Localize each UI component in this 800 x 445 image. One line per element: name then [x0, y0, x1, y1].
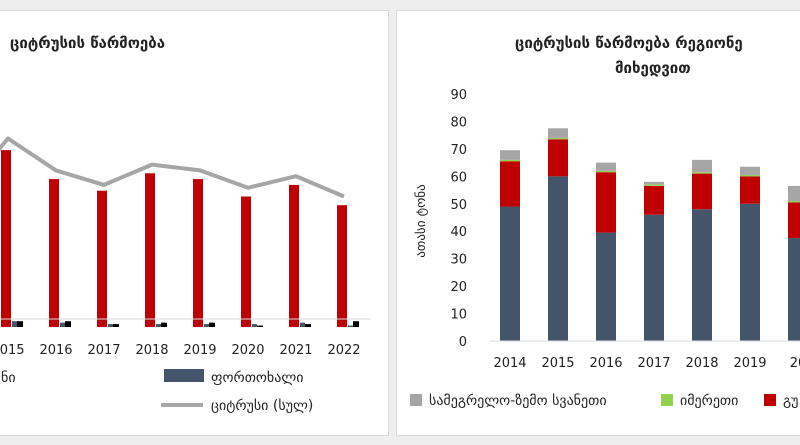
citrus-by-region-chart: ციტრუსის წარმოება რეგიონე მიხედვით ათასი…	[410, 34, 800, 409]
y-tick-60: 60	[450, 170, 467, 185]
legend-swatch-imereti	[661, 394, 673, 406]
x-tick-2017: 2017	[87, 343, 120, 358]
legend-label-guria: გუ	[783, 393, 798, 409]
bar-imereti-2018	[692, 172, 712, 174]
bar-samegrelo-2015	[548, 128, 568, 138]
bar-orange-2021	[300, 322, 305, 327]
bar-samegrelo-2017	[644, 181, 664, 185]
bar-lemon-2018	[161, 322, 167, 327]
bar-lemon-2022	[353, 321, 359, 327]
bar-samegrelo-2019	[740, 166, 760, 175]
x-tick-2019: 2019	[183, 343, 216, 358]
bar-lemon-2021	[305, 324, 311, 327]
bar-guria-2015	[548, 139, 568, 177]
bar-orange-2017	[108, 324, 113, 327]
bar-samegrelo-2020	[788, 185, 800, 202]
y-tick-40: 40	[450, 225, 467, 240]
x-tick-2017: 2017	[637, 356, 670, 371]
bar-orange-2016	[60, 322, 65, 327]
bar-orange-2022	[348, 325, 353, 327]
y-tick-20: 20	[450, 280, 467, 295]
bar-adjara-2017	[644, 214, 664, 341]
y-tick-90: 90	[450, 88, 467, 103]
bar-adjara-2015	[548, 176, 568, 341]
x-tick-2016: 2016	[589, 356, 622, 371]
bar-imereti-2017	[644, 184, 664, 186]
bar-guria-2018	[692, 173, 712, 210]
bar-mandarin-2021	[289, 184, 299, 327]
bar-guria-2017	[644, 185, 664, 215]
x-tick-2020: 20	[790, 356, 800, 371]
bar-lemon-2015	[17, 321, 23, 327]
bar-guria-2014	[500, 161, 520, 207]
bar-adjara-2020	[788, 238, 800, 341]
x-tick-2015: 2015	[0, 343, 25, 358]
bar-orange-2018	[156, 324, 161, 327]
legend-label-total: ციტრუსი (სულ)	[211, 397, 313, 414]
legend-swatch-samegrelo	[410, 394, 422, 406]
bar-imereti-2015	[548, 137, 568, 140]
bar-mandarin-2020	[241, 196, 251, 327]
legend-label-imereti: იმერეთი	[680, 392, 738, 409]
chart-title-line-2: მიხედვით	[615, 59, 691, 77]
x-tick-2021: 2021	[279, 343, 312, 358]
bar-mandarin-2017	[97, 190, 107, 327]
bar-imereti-2014	[500, 159, 520, 162]
bar-lemon-2020	[257, 325, 263, 327]
bar-imereti-2019	[740, 174, 760, 177]
bar-orange-2020	[252, 324, 257, 327]
bar-mandarin-2015	[1, 150, 11, 327]
bar-guria-2016	[596, 172, 616, 233]
x-tick-2016: 2016	[39, 343, 72, 358]
bar-orange-2015	[12, 321, 17, 327]
bar-samegrelo-2014	[500, 150, 520, 160]
left-chart-panel: ციტრუსის წარმოება 2015 2016 2017 2018 2019 20…	[0, 10, 389, 436]
chart-title: ციტრუსის წარმოება	[10, 34, 165, 52]
bar-adjara-2016	[596, 232, 616, 341]
legend-label-mandarin: ნი	[1, 370, 16, 386]
y-tick-30: 30	[450, 253, 467, 268]
y-tick-70: 70	[450, 143, 467, 158]
x-tick-2020: 2020	[231, 343, 264, 358]
bar-orange-2019	[204, 324, 209, 327]
legend-swatch-guria	[764, 394, 776, 406]
x-tick-2014: 2014	[493, 356, 526, 371]
bar-imereti-2020	[788, 201, 800, 203]
bar-mandarin-2018	[145, 173, 155, 327]
bar-mandarin-2019	[193, 179, 203, 327]
y-tick-50: 50	[450, 198, 467, 213]
y-axis-title: ათასი ტონა	[414, 184, 429, 257]
y-tick-10: 10	[450, 308, 467, 323]
y-tick-0: 0	[459, 335, 467, 350]
bar-mandarin-2016	[49, 179, 59, 327]
legend-swatch-orange	[164, 369, 204, 382]
bar-samegrelo-2018	[692, 159, 712, 173]
legend-label-samegrelo: სამეგრელო-ზემო სვანეთი	[429, 392, 607, 409]
citrus-production-chart: ციტრუსის წარმოება 2015 2016 2017 2018 2019 20…	[0, 34, 371, 414]
x-tick-2018: 2018	[685, 356, 718, 371]
y-tick-80: 80	[450, 115, 467, 130]
bar-adjara-2018	[692, 209, 712, 341]
bar-lemon-2016	[65, 321, 71, 327]
bar-adjara-2019	[740, 203, 760, 341]
bar-guria-2020	[788, 202, 800, 239]
bar-adjara-2014	[500, 206, 520, 341]
bar-samegrelo-2016	[596, 162, 616, 171]
right-chart-panel: ციტრუსის წარმოება რეგიონე მიხედვით ათასი…	[396, 10, 800, 436]
bar-imereti-2016	[596, 170, 616, 173]
bar-lemon-2019	[209, 322, 215, 327]
x-tick-2019: 2019	[733, 356, 766, 371]
x-tick-2015: 2015	[541, 356, 574, 371]
bar-guria-2019	[740, 176, 760, 204]
x-tick-2018: 2018	[135, 343, 168, 358]
chart-title-line-1: ციტრუსის წარმოება რეგიონე	[515, 34, 743, 52]
total-citrus-line	[0, 136, 345, 199]
bar-lemon-2017	[113, 324, 119, 327]
bar-mandarin-2022	[337, 205, 347, 327]
legend-label-orange: ფორთოხალი	[211, 369, 304, 386]
x-tick-2022: 2022	[327, 343, 360, 358]
